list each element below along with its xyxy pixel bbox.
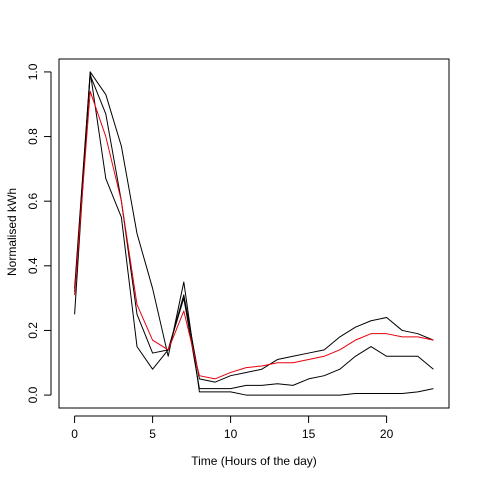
y-tick-label: 1.0 [26, 63, 40, 80]
y-tick-label: 0.8 [26, 128, 40, 145]
y-tick-label: 0.4 [26, 257, 40, 274]
plot-area [74, 71, 434, 396]
x-tick-label: 20 [380, 427, 394, 441]
axes: 0 5 10 15 20 0.0 0.2 0.4 0.6 0.8 1.0 [26, 58, 450, 441]
y-axis-label: Normalised kWh [5, 188, 19, 276]
series-line-4 [74, 90, 434, 380]
series-line-2 [74, 71, 434, 383]
y-tick-label: 0.2 [26, 322, 40, 339]
x-tick-label: 15 [302, 427, 316, 441]
x-tick-label: 10 [224, 427, 238, 441]
series-line-3 [74, 74, 434, 390]
series-line-1 [74, 71, 434, 396]
x-axis-label: Time (Hours of the day) [191, 454, 317, 468]
plot-frame [58, 58, 450, 409]
x-tick-label: 0 [71, 427, 78, 441]
y-tick-label: 0.0 [26, 386, 40, 403]
x-tick-label: 5 [149, 427, 156, 441]
y-tick-label: 0.6 [26, 193, 40, 210]
